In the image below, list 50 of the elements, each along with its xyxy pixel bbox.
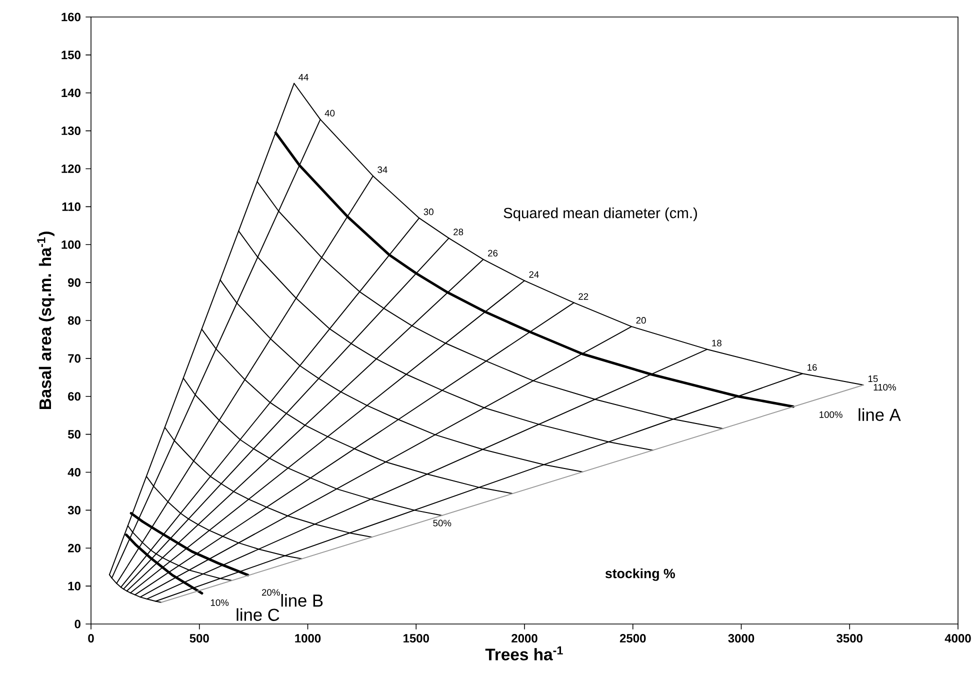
annotation: 26: [488, 250, 498, 256]
x-tick-label: 2500: [620, 634, 646, 643]
annotation: 40: [324, 110, 335, 116]
annotation: 24: [529, 271, 539, 278]
y-tick-label: 150: [62, 50, 80, 60]
y-axis-title: Basal area (sq.m. ha$^{-1}$): [37, 232, 54, 410]
annotation: stocking %: [605, 568, 675, 581]
y-tick-label: 90: [68, 278, 80, 287]
y-tick-label: 80: [68, 316, 80, 325]
annotation: 44: [298, 74, 308, 80]
x-tick-label: 4000: [944, 634, 971, 643]
x-axis-title: Trees ha$^{-1}$: [485, 646, 563, 660]
text: line B: [281, 594, 323, 607]
y-tick-label: 40: [68, 468, 80, 477]
x-tick-label: 500: [190, 634, 209, 643]
annotation: 50%: [433, 520, 452, 526]
annotation: 18: [712, 340, 722, 346]
legend-label: line C: [236, 608, 280, 621]
y-tick-label: 10: [68, 582, 80, 590]
annotation: 20%: [262, 589, 280, 596]
y-tick-label: 110: [62, 202, 80, 211]
y-tick-label: 30: [68, 506, 80, 514]
x-tick-label: 1500: [404, 634, 429, 643]
annotation: Squared mean diameter (cm.): [504, 207, 697, 222]
x-tick-label: 3000: [728, 634, 754, 643]
y-tick-label: 160: [62, 12, 80, 22]
annotation: 22: [578, 293, 588, 300]
x-tick-label: 3500: [836, 634, 862, 643]
y-tick-label: 140: [62, 88, 80, 98]
annotation: 20: [636, 317, 646, 324]
annotation: 28: [454, 228, 464, 236]
y-tick-label: 70: [68, 354, 80, 363]
x-tick-label: 2000: [512, 634, 538, 643]
y-tick-label: 100: [62, 240, 80, 249]
y-tick-label: 130: [62, 126, 80, 136]
x-tick-label: 0: [88, 634, 94, 643]
y-tick-label: 0: [74, 620, 80, 628]
annotation: 110%: [874, 384, 896, 391]
annotation: 16: [808, 364, 817, 371]
text: line A: [858, 408, 901, 421]
y-tick-label: 60: [68, 392, 80, 401]
annotation: 15: [868, 376, 878, 382]
y-tick-label: 20: [68, 544, 80, 552]
annotation: 100%: [820, 411, 842, 418]
x-tick-label: 1000: [295, 634, 321, 643]
annotation: 30: [424, 208, 434, 216]
y-tick-label: 50: [68, 430, 80, 439]
annotation: 10%: [210, 599, 229, 606]
y-tick-label: 120: [62, 164, 80, 174]
annotation: 34: [378, 166, 388, 174]
